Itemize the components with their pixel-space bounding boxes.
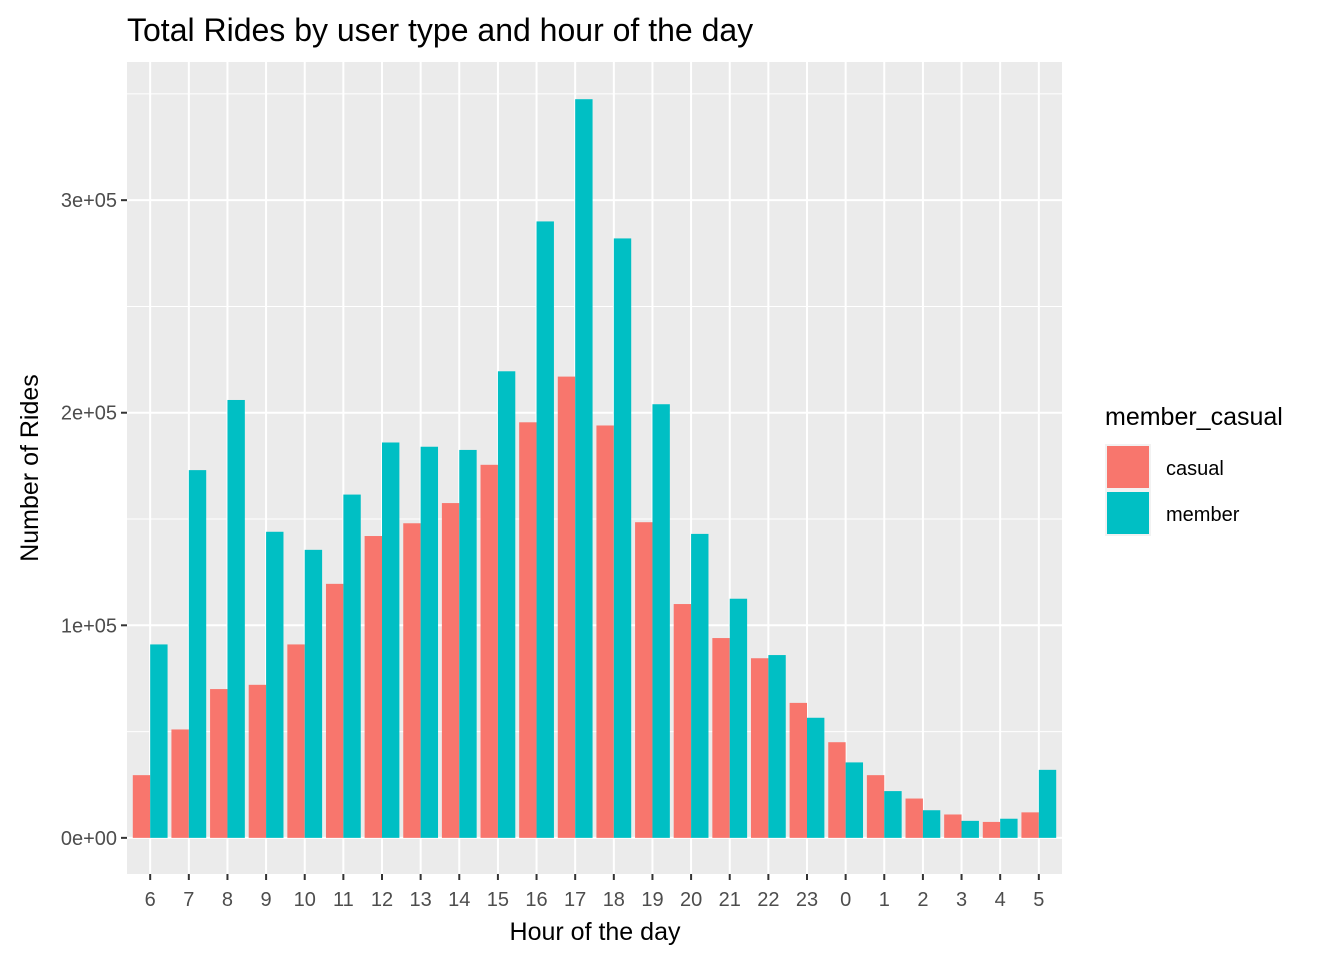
bar-member-3 xyxy=(961,820,979,838)
bar-member-6 xyxy=(150,644,168,838)
x-tick-label: 7 xyxy=(183,889,194,911)
bar-casual-22 xyxy=(750,658,769,838)
chart-title: Total Rides by user type and hour of the… xyxy=(127,12,753,48)
bar-casual-20 xyxy=(673,604,692,838)
x-tick-label: 3 xyxy=(956,889,967,911)
bar-casual-19 xyxy=(635,522,653,838)
bar-member-13 xyxy=(420,446,439,838)
bar-casual-15 xyxy=(480,464,498,838)
bar-casual-21 xyxy=(712,638,730,838)
legend-label-member: member xyxy=(1166,504,1240,526)
x-tick-label: 4 xyxy=(995,889,1006,911)
bar-casual-6 xyxy=(132,775,151,838)
legend-title: member_casual xyxy=(1105,403,1283,431)
bar-member-22 xyxy=(768,655,786,838)
x-tick-label: 2 xyxy=(917,889,928,911)
bar-casual-23 xyxy=(789,702,807,838)
x-tick-label: 10 xyxy=(294,889,316,911)
bar-casual-4 xyxy=(982,821,1001,838)
bar-member-15 xyxy=(497,371,516,838)
bar-casual-7 xyxy=(171,729,189,838)
x-tick-label: 8 xyxy=(222,889,233,911)
y-axis: 0e+00 1e+05 2e+05 3e+05 xyxy=(61,190,127,850)
bar-casual-13 xyxy=(403,523,421,838)
bar-member-20 xyxy=(691,533,709,838)
x-tick-label: 15 xyxy=(487,889,509,911)
x-tick-label: 14 xyxy=(448,889,470,911)
bar-casual-9 xyxy=(248,684,267,838)
bar-member-19 xyxy=(652,404,670,838)
x-tick-label: 22 xyxy=(757,889,779,911)
bar-member-0 xyxy=(845,762,864,838)
bar-casual-11 xyxy=(325,583,344,838)
bar-casual-5 xyxy=(1021,812,1039,838)
x-tick-label: 9 xyxy=(261,889,272,911)
bar-member-2 xyxy=(922,810,941,838)
bar-member-1 xyxy=(884,791,902,838)
y-tick-label: 1e+05 xyxy=(61,615,117,637)
x-tick-label: 18 xyxy=(603,889,625,911)
x-tick-label: 1 xyxy=(879,889,890,911)
bar-casual-16 xyxy=(519,422,537,838)
bar-member-12 xyxy=(382,442,400,838)
x-axis: 6 7 8 9 10 11 12 13 14 15 16 17 18 19 20 21 22 23 0 1 2 3 4 5 xyxy=(145,874,1044,911)
legend-label-casual: casual xyxy=(1166,458,1224,480)
x-tick-label: 13 xyxy=(410,889,432,911)
bar-casual-1 xyxy=(866,775,885,838)
bar-member-8 xyxy=(227,399,245,838)
bar-member-17 xyxy=(575,99,593,838)
y-tick-label: 2e+05 xyxy=(61,403,117,425)
bar-member-10 xyxy=(304,549,323,838)
x-tick-label: 5 xyxy=(1033,889,1044,911)
bar-member-11 xyxy=(343,494,361,838)
bar-member-23 xyxy=(807,717,825,838)
bar-member-21 xyxy=(729,598,748,838)
x-tick-label: 20 xyxy=(680,889,702,911)
bar-member-16 xyxy=(536,221,554,838)
x-axis-title: Hour of the day xyxy=(510,918,681,946)
bar-casual-12 xyxy=(364,536,382,838)
bar-casual-8 xyxy=(210,689,228,838)
legend-key-casual xyxy=(1107,446,1149,488)
x-tick-label: 6 xyxy=(145,889,156,911)
y-axis-title: Number of Rides xyxy=(16,374,44,562)
bars xyxy=(132,99,1057,838)
y-tick-label: 0e+00 xyxy=(61,828,117,850)
x-tick-label: 17 xyxy=(564,889,586,911)
legend: member_casual casual member xyxy=(1105,403,1283,536)
bar-casual-0 xyxy=(828,742,846,838)
x-tick-label: 21 xyxy=(719,889,741,911)
bar-member-9 xyxy=(266,531,284,838)
x-tick-label: 23 xyxy=(796,889,818,911)
bar-casual-10 xyxy=(287,644,305,838)
bar-casual-18 xyxy=(596,425,614,838)
legend-key-member xyxy=(1107,492,1149,534)
bar-member-5 xyxy=(1038,769,1057,838)
bar-member-18 xyxy=(613,238,632,838)
x-tick-label: 19 xyxy=(641,889,663,911)
x-tick-label: 12 xyxy=(371,889,393,911)
bar-casual-2 xyxy=(905,798,923,838)
bar-casual-3 xyxy=(944,814,962,838)
bar-member-7 xyxy=(188,470,207,838)
x-tick-label: 0 xyxy=(840,889,851,911)
bar-casual-14 xyxy=(441,503,460,838)
bar-casual-17 xyxy=(557,376,576,838)
y-tick-label: 3e+05 xyxy=(61,190,117,212)
bar-member-4 xyxy=(1000,818,1018,838)
x-tick-label: 16 xyxy=(525,889,547,911)
x-tick-label: 11 xyxy=(333,889,354,911)
bar-member-14 xyxy=(459,449,477,838)
